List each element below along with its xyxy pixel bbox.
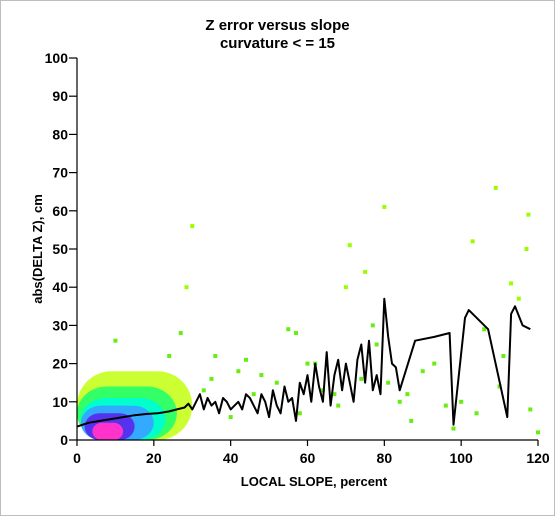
scatter-point	[359, 376, 364, 381]
scatter-point	[501, 353, 506, 358]
chart-title: Z error versus slope	[205, 17, 350, 34]
scatter-point	[113, 338, 118, 343]
x-tick-label: 120	[526, 450, 550, 466]
scatter-point	[470, 239, 475, 244]
scatter-point	[244, 357, 249, 362]
scatter-point	[482, 327, 487, 332]
y-tick-label: 30	[52, 317, 68, 333]
x-tick-label: 40	[223, 450, 239, 466]
scatter-point	[201, 388, 206, 393]
scatter-point	[332, 392, 337, 397]
y-tick-label: 50	[52, 241, 68, 257]
scatter-point	[190, 224, 195, 229]
scatter-point	[382, 204, 387, 209]
mean-line-group	[76, 297, 531, 428]
scatter-point	[293, 331, 298, 336]
scatter-point	[524, 247, 529, 251]
y-tick-label: 90	[52, 88, 68, 104]
y-tick-label: 0	[60, 432, 68, 448]
y-axis-title: abs(DELTA Z), cm	[30, 194, 45, 304]
scatter-point	[397, 399, 402, 404]
y-tick-label: 80	[52, 126, 68, 142]
scatter-point	[386, 380, 391, 385]
y-tick-label: 40	[52, 279, 68, 295]
scatter-point	[497, 384, 502, 389]
scatter-point	[370, 323, 375, 328]
scatter-point	[509, 281, 514, 286]
x-tick-label: 80	[377, 450, 393, 466]
chart-subtitle: curvature < = 15	[219, 35, 336, 52]
y-tick-label: 20	[52, 356, 68, 372]
scatter-point	[178, 331, 183, 336]
scatter-point	[251, 392, 256, 397]
scatter-point	[274, 380, 279, 385]
scatter-point	[305, 361, 310, 366]
scatter-point	[432, 361, 437, 366]
y-tick-label: 100	[45, 50, 69, 66]
x-axis-title: LOCAL SLOPE, percent	[241, 474, 388, 489]
scatter-point	[536, 430, 540, 435]
x-tick-label: 60	[300, 450, 316, 466]
density-field	[77, 371, 193, 440]
scatter-point	[336, 403, 341, 408]
scatter-point	[343, 285, 348, 290]
scatter-point	[493, 185, 498, 190]
x-tick-label: 0	[73, 450, 81, 466]
scatter-point	[474, 411, 479, 416]
scatter-point	[213, 353, 218, 358]
scatter-point	[405, 392, 410, 397]
scatter-point	[526, 212, 531, 217]
scatter-point	[409, 418, 414, 423]
scatter-point	[347, 243, 352, 248]
scatter-point	[297, 411, 302, 416]
x-tick-label: 20	[146, 450, 162, 466]
x-tick-label: 100	[449, 450, 473, 466]
scatter-point	[259, 373, 264, 378]
scatter-point	[286, 327, 291, 332]
scatter-point	[184, 285, 189, 290]
scatter-point	[363, 269, 368, 274]
scatter-point	[516, 296, 521, 301]
mean-line	[76, 297, 531, 428]
axes: 0 10 20 30 40 50 60 70 80 90 100 0 20 40 60 80 100 120	[45, 50, 550, 466]
scatter-point	[209, 376, 214, 381]
scatter-point	[167, 353, 172, 358]
scatter-point	[236, 369, 241, 374]
y-tick-label: 60	[52, 203, 68, 219]
density-layer-5	[92, 422, 124, 440]
scatter-point	[374, 342, 379, 347]
scatter-point	[443, 403, 448, 408]
y-tick-label: 70	[52, 165, 68, 181]
y-tick-label: 10	[52, 394, 68, 410]
scatter-point	[528, 407, 533, 412]
scatter-point	[459, 399, 464, 404]
scatter-point	[420, 369, 425, 374]
scatter-point	[228, 415, 233, 420]
scatter-point	[451, 426, 456, 431]
